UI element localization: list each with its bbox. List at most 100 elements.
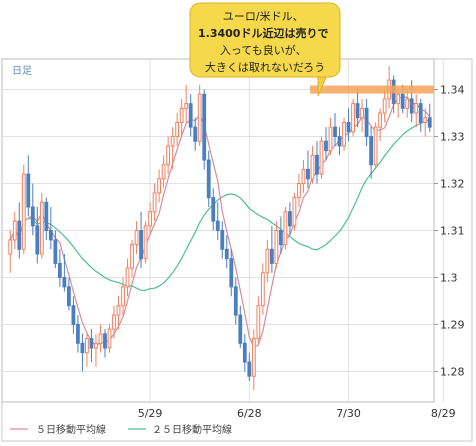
candle-body-down xyxy=(400,93,405,109)
candle-body-down xyxy=(418,103,423,123)
candle xyxy=(26,155,31,217)
candle xyxy=(238,305,243,348)
candle xyxy=(125,258,130,297)
candle xyxy=(337,127,342,156)
candle-body-up xyxy=(378,112,383,128)
candle xyxy=(35,207,40,264)
candle-body-down xyxy=(30,206,35,227)
candle xyxy=(301,160,306,193)
candle-body-up xyxy=(184,103,189,109)
candle-body-up xyxy=(382,98,387,114)
ma5-line xyxy=(9,96,431,348)
candle-body-up xyxy=(170,136,175,147)
candle-body-down xyxy=(315,154,319,175)
candle-body-down xyxy=(66,286,71,307)
candle xyxy=(53,230,58,269)
candle-body-up xyxy=(112,314,116,330)
candle-body-up xyxy=(405,98,410,109)
candle-body-up xyxy=(274,230,279,264)
candle xyxy=(39,192,44,259)
candle xyxy=(283,207,288,250)
candle-body-down xyxy=(188,103,193,128)
candle xyxy=(30,183,35,236)
candle xyxy=(233,277,238,325)
candle-body-up xyxy=(21,173,26,250)
candle xyxy=(265,239,270,283)
candle xyxy=(224,235,229,269)
candle-body-down xyxy=(71,305,76,325)
candle-body-down xyxy=(220,230,225,250)
candle-body-up xyxy=(414,103,419,114)
candle xyxy=(188,94,193,137)
candle xyxy=(85,333,89,367)
x-tick-label: 8/29 xyxy=(431,407,456,420)
candle xyxy=(148,202,152,236)
candle xyxy=(121,277,125,316)
candle xyxy=(346,108,351,142)
candle xyxy=(44,197,49,240)
candle-body-up xyxy=(94,342,98,349)
candle xyxy=(175,113,180,146)
moving-average-lines xyxy=(9,96,431,348)
candle xyxy=(197,84,202,146)
candle xyxy=(292,192,297,231)
candle xyxy=(48,207,53,250)
candle xyxy=(256,296,261,344)
y-tick-label: 1.31 xyxy=(440,225,465,238)
candle-body-up xyxy=(256,305,261,340)
candle-body-up xyxy=(373,126,378,166)
candle xyxy=(66,277,71,311)
candle xyxy=(8,230,13,273)
candle-body-down xyxy=(26,173,31,208)
candle-body-up xyxy=(143,225,148,260)
candle-body-up xyxy=(292,197,297,227)
candle-body-down xyxy=(80,342,85,354)
candle-body-down xyxy=(44,201,49,231)
candle-body-up xyxy=(175,121,180,138)
x-tick-label: 6/28 xyxy=(237,407,262,420)
candle-body-up xyxy=(148,211,152,227)
y-axis-ticks: 1.28 1.29 1.3 1.31 1.32 1.33 1.34 xyxy=(434,84,465,378)
candle xyxy=(427,103,432,132)
candle-body-up xyxy=(360,107,364,119)
candle xyxy=(328,117,333,156)
candle xyxy=(278,216,283,254)
candle xyxy=(382,89,387,123)
candle xyxy=(220,221,225,259)
candle xyxy=(274,221,279,269)
candle-body-down xyxy=(206,159,211,199)
candle xyxy=(211,188,216,231)
candle-body-down xyxy=(35,225,40,255)
candle-body-down xyxy=(193,126,198,142)
annotation-line-4: 大きくは取れないだろう xyxy=(205,60,325,74)
x-tick-label: 5/29 xyxy=(138,407,163,420)
y-tick-label: 1.32 xyxy=(440,178,465,191)
candle xyxy=(89,329,94,363)
candle xyxy=(369,127,374,179)
candle xyxy=(71,296,76,334)
candle xyxy=(260,263,265,316)
candle xyxy=(62,253,67,292)
candle-body-up xyxy=(8,239,13,255)
candle-body-up xyxy=(85,338,89,354)
candle xyxy=(315,141,319,184)
y-tick-label: 1.33 xyxy=(440,131,465,144)
candles xyxy=(8,66,432,391)
annotation-line-2: 1.3400ドル近辺は売りで xyxy=(198,26,328,40)
candle xyxy=(161,155,166,189)
candle xyxy=(364,98,369,146)
candle xyxy=(76,315,80,353)
candle xyxy=(324,127,328,161)
candle-body-down xyxy=(369,136,374,166)
candle xyxy=(98,324,103,353)
candle xyxy=(351,98,355,137)
candle xyxy=(378,108,383,142)
candle xyxy=(306,150,310,189)
candle-body-up xyxy=(265,248,270,274)
candle-body-down xyxy=(306,168,310,180)
candle-body-up xyxy=(157,178,162,194)
candle xyxy=(242,333,247,372)
annotation-line-3: 入っても良いが、 xyxy=(220,43,307,57)
candle xyxy=(373,122,378,170)
